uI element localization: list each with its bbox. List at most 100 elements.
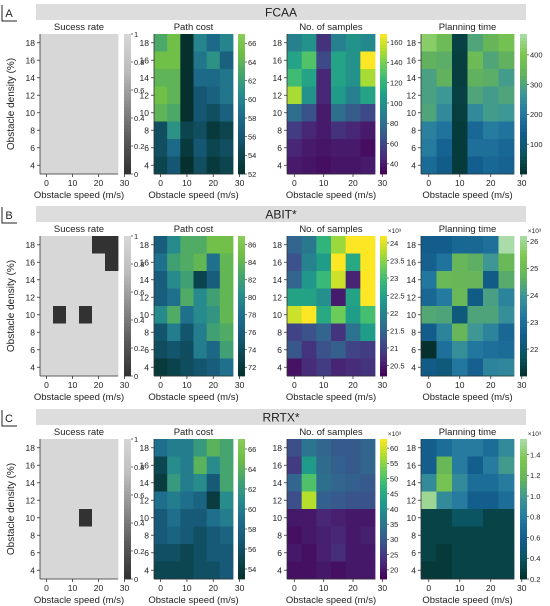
colorbar-segment xyxy=(380,554,387,559)
heatmap-cell xyxy=(154,86,168,105)
y-tick-label: 6 xyxy=(411,345,416,355)
y-tick-label: 8 xyxy=(144,530,149,540)
colorbar-segment xyxy=(520,369,527,373)
heatmap-cell xyxy=(360,323,376,342)
colorbar-segment xyxy=(124,37,131,42)
colorbar-segment xyxy=(238,278,245,282)
colorbar-segment xyxy=(380,243,387,247)
heatmap-cell xyxy=(316,544,332,562)
heatmap-cell xyxy=(345,358,361,377)
heatmap-cell xyxy=(331,86,347,105)
colorbar-segment xyxy=(124,341,131,345)
colorbar-segment xyxy=(380,139,387,143)
subplot-title: Planning time xyxy=(439,427,497,438)
heatmap-cell xyxy=(287,104,303,122)
heatmap-cell xyxy=(219,86,234,105)
heatmap-cell xyxy=(421,236,437,254)
heatmap-cell xyxy=(40,474,54,492)
colorbar-segment xyxy=(238,481,245,485)
colorbar-segment xyxy=(520,509,527,513)
heatmap-cell xyxy=(66,236,80,254)
colorbar-segment xyxy=(520,491,527,496)
x-tick-label: 0 xyxy=(44,380,49,390)
colorbar: 22 23 24 25 26 ×10³ xyxy=(520,228,542,377)
heatmap-cell xyxy=(219,121,234,140)
colorbar-segment xyxy=(238,295,245,300)
colorbar-segment xyxy=(520,156,527,161)
y-tick-label: 14 xyxy=(273,275,283,285)
colorbar-tick-label: 52 xyxy=(248,170,256,179)
colorbar-segment xyxy=(238,135,245,140)
colorbar-segment xyxy=(520,135,527,140)
colorbar: 0 0.2 0.4 0.6 0.8 1 xyxy=(124,232,144,381)
heatmap-cell xyxy=(331,271,347,289)
colorbar-tick-label: 82 xyxy=(248,276,256,285)
heatmap-cell xyxy=(301,121,317,140)
heatmap-cell xyxy=(467,104,484,122)
panel-letter-bracket xyxy=(1,5,17,22)
heatmap-cell xyxy=(483,69,499,87)
colorbar-tick-label: 58 xyxy=(248,525,256,534)
colorbar-segment xyxy=(124,477,131,482)
x-tick-label: 10 xyxy=(319,380,329,390)
colorbar-segment xyxy=(520,111,527,115)
heatmap-cell xyxy=(167,51,181,70)
heatmap-cell xyxy=(316,456,332,475)
heatmap-cell xyxy=(105,306,119,324)
x-tick-label: 10 xyxy=(182,178,192,188)
colorbar-segment xyxy=(124,453,131,457)
heatmap-cell xyxy=(40,341,54,359)
heatmap-cell xyxy=(92,439,106,457)
colorbar-segment xyxy=(380,523,387,527)
subplot-title: Path cost xyxy=(174,22,214,33)
heatmap-cell xyxy=(436,439,453,457)
heatmap-cell xyxy=(316,341,332,359)
colorbar-segment xyxy=(520,260,527,265)
colorbar-segment xyxy=(238,309,245,314)
colorbar-tick-label: 0.8 xyxy=(134,463,144,472)
colorbar-segment xyxy=(124,348,131,352)
panel-letter-bracket xyxy=(1,207,17,224)
colorbar-segment xyxy=(238,239,245,244)
heatmap-cell xyxy=(421,358,437,377)
colorbar-segment xyxy=(520,309,527,314)
colorbar-tick-label: 0.8 xyxy=(134,260,144,269)
heatmap-cell xyxy=(301,69,317,87)
heatmap-cell xyxy=(92,288,106,307)
colorbar-segment xyxy=(380,470,387,475)
y-tick-label: 14 xyxy=(407,73,417,83)
colorbar-segment xyxy=(380,316,387,321)
colorbar-segment xyxy=(380,83,387,87)
heatmap-cell xyxy=(167,288,181,307)
y-tick-label: 16 xyxy=(273,55,283,65)
colorbar-segment xyxy=(520,495,527,499)
colorbar-segment xyxy=(520,470,527,475)
colorbar-segment xyxy=(520,128,527,133)
y-tick-label: 8 xyxy=(30,327,35,337)
colorbar-segment xyxy=(520,153,527,157)
colorbar-segment xyxy=(124,516,131,520)
heatmap-cell xyxy=(40,526,54,545)
heatmap-cell xyxy=(53,439,67,457)
heatmap-cell xyxy=(360,51,376,70)
y-tick-label: 16 xyxy=(273,257,283,267)
colorbar-segment xyxy=(380,264,387,268)
colorbar-segment xyxy=(380,572,387,576)
x-tick-label: 30 xyxy=(120,178,130,188)
colorbar-segment xyxy=(520,498,527,503)
colorbar-segment xyxy=(124,575,131,580)
colorbar-segment xyxy=(238,456,245,461)
heatmap-cell xyxy=(180,341,194,359)
heatmap-cell xyxy=(301,104,317,122)
colorbar-segment xyxy=(520,523,527,527)
subplot-title: No. of samples xyxy=(299,427,363,438)
y-tick-label: 12 xyxy=(273,292,283,302)
heatmap-cell xyxy=(167,271,181,289)
heatmap-cell xyxy=(301,253,317,272)
heatmap-cell xyxy=(498,439,515,457)
heatmap-cell xyxy=(105,236,119,254)
heatmap-cell xyxy=(301,323,317,342)
colorbar-segment xyxy=(520,132,527,136)
colorbar-segment xyxy=(124,551,131,555)
